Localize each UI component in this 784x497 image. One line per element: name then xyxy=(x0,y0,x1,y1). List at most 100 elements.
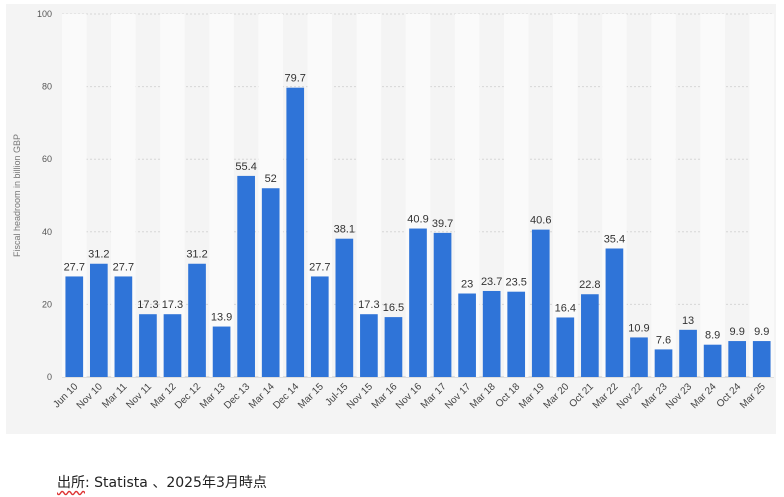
x-tick-label: Mar 13 xyxy=(198,381,228,411)
bar xyxy=(384,317,403,377)
bar-value-label: 31.2 xyxy=(88,249,109,261)
x-tick-label: Nov 17 xyxy=(443,381,473,411)
bar xyxy=(507,291,526,377)
bar-value-label: 23.5 xyxy=(505,277,526,289)
bar-value-label: 38.1 xyxy=(334,224,355,236)
bar-value-label: 17.3 xyxy=(162,299,183,311)
bar-value-label: 39.7 xyxy=(432,218,453,230)
bar-value-label: 7.6 xyxy=(656,334,671,346)
x-tick-label: Dec 13 xyxy=(222,381,252,411)
bar xyxy=(752,341,771,377)
bar-value-label: 22.8 xyxy=(579,279,600,291)
bar-value-label: 23 xyxy=(461,279,473,291)
x-tick-label: Mar 17 xyxy=(419,381,449,411)
bar xyxy=(654,349,673,377)
bar-value-label: 8.9 xyxy=(705,330,720,342)
bar-value-label: 52 xyxy=(265,173,277,185)
category-band xyxy=(553,14,578,377)
category-band xyxy=(700,14,725,377)
chart-panel: 27.7 31.2 27.7 17.3 17.3 31.2 13.9 55.4 52 79.7 27… xyxy=(6,4,776,434)
x-tick-label: Mar 18 xyxy=(468,381,498,411)
y-axis-ticks: 0 20 40 60 80 100 xyxy=(37,9,52,382)
source-prefix: 出所 xyxy=(57,475,85,491)
y-tick-label: 40 xyxy=(42,227,52,237)
bar-value-label: 16.4 xyxy=(555,302,576,314)
y-tick-label: 60 xyxy=(42,154,52,164)
bar-value-label: 9.9 xyxy=(754,326,769,338)
x-tick-label: Mar 14 xyxy=(247,381,277,411)
x-tick-label: Mar 19 xyxy=(517,381,547,411)
bars xyxy=(65,87,771,378)
bar xyxy=(703,344,722,377)
x-tick-label: Dec 14 xyxy=(271,381,301,411)
bar-value-label: 23.7 xyxy=(481,276,502,288)
bar xyxy=(65,276,84,377)
bar xyxy=(630,337,648,377)
bar xyxy=(139,314,157,377)
bar xyxy=(581,294,599,377)
x-tick-label: Mar 24 xyxy=(689,381,719,411)
x-tick-label: Mar 11 xyxy=(100,381,130,411)
y-tick-label: 80 xyxy=(42,82,52,92)
bar-value-label: 27.7 xyxy=(113,261,134,273)
bar xyxy=(237,175,255,377)
bar xyxy=(556,317,575,377)
y-tick-label: 0 xyxy=(47,372,52,382)
category-band xyxy=(209,14,234,377)
x-tick-label: Mar 12 xyxy=(149,381,179,411)
bar xyxy=(188,263,206,377)
x-tick-label: Nov 11 xyxy=(124,381,154,411)
bar-value-label: 55.4 xyxy=(235,161,256,173)
bar xyxy=(212,326,231,377)
source-note: 出所: Statista 、2025年3月時点 xyxy=(57,472,267,492)
y-tick-label: 20 xyxy=(42,299,52,309)
bar xyxy=(286,87,305,378)
y-tick-label: 100 xyxy=(37,9,52,19)
y-axis-title: Fiscal headroom in billion GBP xyxy=(12,134,22,257)
bar-chart: 27.731.227.717.3 17.331.213.955.45279.727… xyxy=(12,9,774,412)
x-tick-label: Nov 10 xyxy=(75,381,105,411)
bar xyxy=(261,188,280,377)
bar xyxy=(163,314,182,377)
bar-value-label: 40.9 xyxy=(407,214,428,226)
bar-value-label: 40.6 xyxy=(530,215,551,227)
source-text: : Statista 、2025年3月時点 xyxy=(85,475,267,491)
bar xyxy=(433,232,452,377)
category-band xyxy=(749,14,774,377)
bar xyxy=(89,263,108,377)
bar xyxy=(531,229,550,377)
bar xyxy=(679,329,697,377)
bar-value-label: 16.5 xyxy=(383,302,404,314)
bar-value-label: 79.7 xyxy=(285,73,306,85)
x-tick-label: Mar 22 xyxy=(591,381,621,411)
bar-value-label: 13.9 xyxy=(211,312,232,324)
x-tick-label: Mar 15 xyxy=(296,381,326,411)
bar xyxy=(114,276,133,377)
x-tick-label: Nov 22 xyxy=(615,381,645,411)
x-tick-label: Nov 23 xyxy=(664,381,694,411)
x-tick-label: Mar 23 xyxy=(640,381,670,411)
bar xyxy=(728,341,747,377)
x-tick-label: Dec 12 xyxy=(173,381,203,411)
x-tick-label: Mar 20 xyxy=(542,381,572,411)
bar-value-label: 31.2 xyxy=(186,249,207,261)
x-tick-label: Mar 16 xyxy=(370,381,400,411)
value-labels: 27.731.227.717.3 17.331.213.955.45279.727… xyxy=(64,73,770,347)
x-tick-label: Nov 15 xyxy=(345,381,375,411)
bar-value-label: 27.7 xyxy=(64,261,85,273)
bar-value-label: 17.3 xyxy=(137,299,158,311)
bar-value-label: 9.9 xyxy=(730,326,745,338)
bar xyxy=(310,276,329,377)
category-band xyxy=(651,14,676,377)
bar-value-label: 17.3 xyxy=(358,299,379,311)
bar xyxy=(360,314,378,377)
x-tick-label: Mar 25 xyxy=(738,381,768,411)
bar xyxy=(482,290,501,377)
bar xyxy=(605,248,624,377)
bar-value-label: 13 xyxy=(682,315,694,327)
bar xyxy=(409,228,427,377)
bar-value-label: 10.9 xyxy=(628,322,649,334)
x-tick-label: Nov 16 xyxy=(394,381,424,411)
bar-value-label: 35.4 xyxy=(604,233,625,245)
